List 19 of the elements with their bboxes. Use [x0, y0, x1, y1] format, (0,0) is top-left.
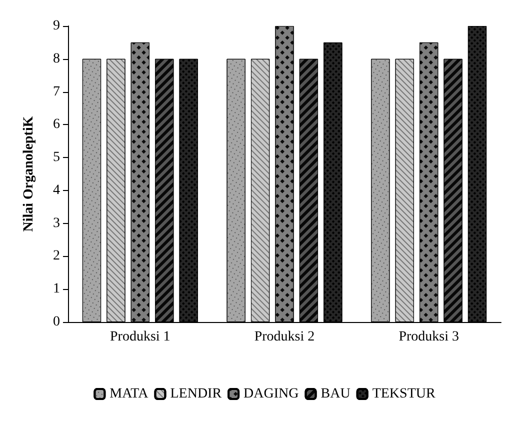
y-tick-label: 0	[53, 314, 60, 330]
y-tick-label: 7	[53, 84, 60, 100]
y-tick-label: 2	[53, 248, 60, 264]
y-axis-title: Nilai OrganoleptiK	[22, 116, 36, 232]
y-tick-label: 9	[53, 18, 60, 34]
x-tick-label: Produksi 3	[398, 330, 459, 344]
legend-label: MATA	[110, 386, 150, 402]
legend-label: TEKSTUR	[372, 386, 436, 402]
legend-label: LENDIR	[170, 386, 222, 402]
x-tick-label: Produksi 2	[254, 330, 315, 344]
x-tick-label: Produksi 1	[110, 330, 170, 344]
y-tick-label: 6	[53, 117, 60, 132]
y-tick-label: 3	[53, 216, 60, 231]
legend-label: DAGING	[244, 386, 299, 402]
y-tick-label: 5	[53, 150, 60, 166]
y-tick-label: 1	[53, 282, 60, 297]
y-tick-label: 8	[53, 51, 60, 66]
y-tick-label: 4	[53, 182, 60, 198]
legend-label: BAU	[320, 386, 350, 402]
